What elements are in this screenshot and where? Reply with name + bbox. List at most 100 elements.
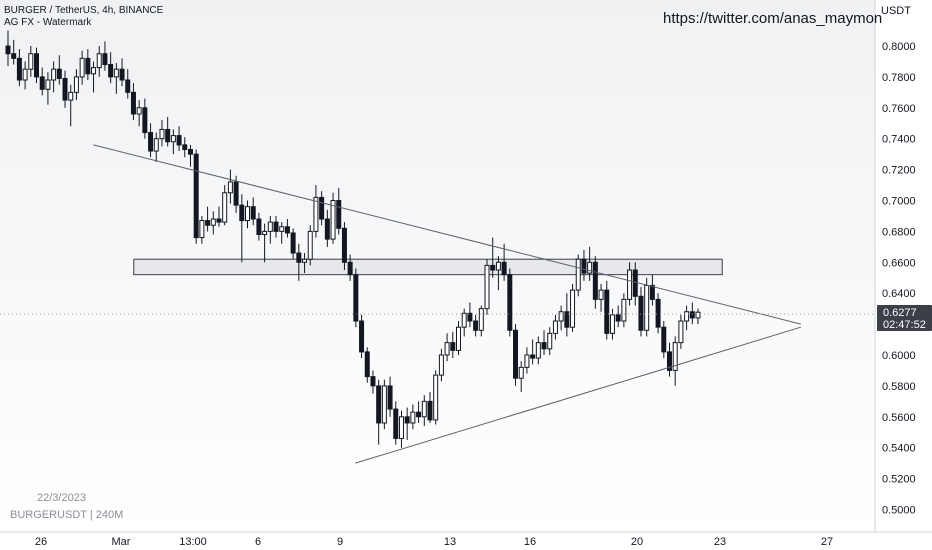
candle xyxy=(490,237,496,278)
candle-body-bearish xyxy=(359,320,365,353)
time-tick-label: 23 xyxy=(714,536,726,548)
candle-body-bearish xyxy=(473,320,479,331)
candle-body-bearish xyxy=(290,232,296,254)
candle xyxy=(404,407,410,440)
candle xyxy=(307,225,313,266)
candle xyxy=(376,379,382,445)
candle-body-bullish xyxy=(547,332,553,350)
candle-body-bearish xyxy=(666,351,672,371)
trendline[interactable] xyxy=(93,144,801,325)
candle xyxy=(56,55,62,85)
candle xyxy=(290,228,296,260)
candle-body-bearish xyxy=(5,45,11,55)
time-axis[interactable] xyxy=(0,532,932,550)
candle-body-bearish xyxy=(364,351,370,378)
candle-body-bullish xyxy=(307,230,313,260)
price-tick-label: 0.5200 xyxy=(882,474,916,486)
candle-body-bearish xyxy=(193,153,199,239)
candle xyxy=(689,302,695,325)
time-tick-label: 27 xyxy=(821,536,833,548)
candle xyxy=(530,339,536,365)
candle-body-bearish xyxy=(581,258,587,274)
candle-body-bullish xyxy=(222,192,228,223)
candle-body-bearish xyxy=(427,400,433,421)
candle-body-bearish xyxy=(649,284,655,300)
candle xyxy=(393,401,399,445)
candle xyxy=(125,69,131,99)
candle xyxy=(227,169,233,204)
candle xyxy=(478,305,484,337)
candle xyxy=(136,100,142,127)
candle-body-bearish xyxy=(501,261,507,276)
candle-body-bearish xyxy=(467,312,473,322)
candle xyxy=(113,62,119,94)
candle xyxy=(484,259,490,315)
candle-body-bearish xyxy=(148,132,154,152)
candle xyxy=(347,254,353,281)
candle xyxy=(330,192,336,244)
candle-body-bullish xyxy=(136,107,142,115)
candle xyxy=(416,401,422,423)
price-tick-label: 0.5000 xyxy=(882,505,916,517)
candle xyxy=(370,370,376,394)
candle-body-bullish xyxy=(91,67,97,75)
candle-body-bullish xyxy=(45,79,51,90)
price-tick-label: 0.7000 xyxy=(882,196,916,208)
candle xyxy=(250,197,256,226)
candle-body-bullish xyxy=(621,298,627,322)
candle-body-bearish xyxy=(341,227,347,263)
candle-body-bullish xyxy=(199,220,205,239)
candle xyxy=(678,314,684,349)
candle xyxy=(222,185,228,226)
candle-body-bullish xyxy=(267,221,273,232)
candle-body-bearish xyxy=(490,264,496,271)
watermark-url: https://twitter.com/anas_maymon xyxy=(663,10,883,27)
candle-body-bearish xyxy=(530,354,536,359)
candle-body-bearish xyxy=(353,274,359,322)
candle xyxy=(11,39,17,65)
candle-body-bearish xyxy=(655,298,661,328)
candle xyxy=(239,194,245,263)
candle xyxy=(541,330,547,355)
candle-body-bearish xyxy=(507,274,513,331)
candle xyxy=(296,243,302,281)
candle xyxy=(666,342,672,377)
candle xyxy=(245,200,251,229)
candle-body-bearish xyxy=(592,261,598,300)
candle-body-bullish xyxy=(535,342,541,359)
candle xyxy=(518,361,524,393)
candle-body-bullish xyxy=(79,57,85,78)
candle-body-bullish xyxy=(113,68,119,78)
candle xyxy=(661,321,667,359)
candle xyxy=(170,129,176,155)
time-tick-label: Mar xyxy=(112,536,131,548)
trendline[interactable] xyxy=(355,326,801,464)
candle xyxy=(353,268,359,328)
candle-body-bearish xyxy=(638,295,644,331)
candle-body-bearish xyxy=(615,314,621,322)
candle-body-bullish xyxy=(695,311,701,319)
candle-body-bearish xyxy=(632,269,638,297)
support-resistance-zone[interactable] xyxy=(133,258,723,276)
candle-body-bearish xyxy=(11,53,17,59)
candle-body-bearish xyxy=(347,261,353,276)
candle xyxy=(199,215,205,244)
candle xyxy=(262,223,268,263)
time-tick-label: 9 xyxy=(337,536,343,548)
candle-body-bullish xyxy=(433,374,439,421)
price-tick-label: 0.5800 xyxy=(882,381,916,393)
candle xyxy=(649,274,655,306)
candle xyxy=(672,336,678,386)
price-tick-label: 0.7600 xyxy=(882,103,916,115)
price-axis[interactable] xyxy=(875,0,932,532)
price-tick-label: 0.6400 xyxy=(882,288,916,300)
candle-body-bearish xyxy=(205,220,211,226)
candle-body-bullish xyxy=(444,342,450,356)
candle-body-bullish xyxy=(644,284,650,331)
candle xyxy=(450,331,456,359)
candle xyxy=(193,149,199,244)
candle xyxy=(68,84,74,127)
candle-body-bearish xyxy=(62,77,68,101)
candle xyxy=(165,117,171,147)
